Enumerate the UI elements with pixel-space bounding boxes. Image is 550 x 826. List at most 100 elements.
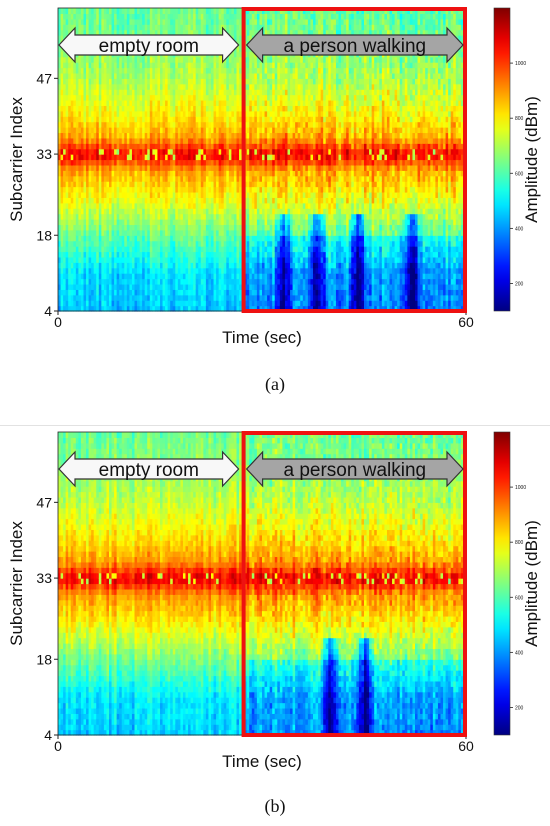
heatmap-cell — [70, 202, 74, 209]
heatmap-cell — [98, 235, 102, 242]
heatmap-cell — [264, 235, 268, 242]
heatmap-cell — [88, 267, 92, 274]
heatmap-cell — [157, 18, 161, 25]
heatmap-cell — [70, 219, 74, 226]
heatmap-cell — [249, 300, 253, 307]
heatmap-cell — [231, 246, 235, 253]
heatmap-cell — [167, 13, 171, 20]
heatmap-cell — [223, 305, 227, 312]
heatmap-cell — [239, 62, 243, 69]
heatmap-cell — [259, 305, 263, 312]
heatmap-cell — [172, 137, 176, 144]
heatmap-cell — [60, 219, 64, 226]
heatmap-cell — [244, 305, 248, 312]
heatmap-cell — [246, 110, 250, 117]
heatmap-cell — [154, 78, 159, 85]
heatmap-cell — [182, 148, 187, 155]
heatmap-cell — [264, 143, 268, 150]
heatmap-cell — [119, 246, 123, 253]
heatmap-cell — [111, 8, 115, 15]
heatmap-cell — [137, 8, 141, 15]
heatmap-cell — [236, 267, 240, 274]
heatmap-cell — [269, 219, 273, 226]
heatmap-cell — [162, 127, 166, 134]
heatmap-cell — [137, 24, 141, 31]
heatmap-cell — [272, 18, 276, 25]
heatmap-cell — [78, 132, 82, 139]
heatmap-cell — [129, 240, 133, 247]
heatmap-cell — [139, 294, 143, 301]
heatmap-cell — [124, 219, 128, 226]
heatmap-cell — [58, 116, 62, 123]
heatmap-cell — [75, 191, 79, 198]
heatmap-cell — [68, 289, 72, 296]
heatmap-cell — [200, 273, 204, 280]
heatmap-cell — [111, 137, 115, 144]
heatmap-cell — [175, 148, 179, 155]
heatmap-cell — [139, 8, 143, 15]
heatmap-cell — [83, 235, 87, 242]
heatmap-cell — [86, 202, 90, 209]
heatmap-cell — [205, 219, 210, 226]
heatmap-cell — [75, 67, 79, 74]
heatmap-cell — [172, 13, 176, 20]
heatmap-cell — [109, 29, 113, 36]
heatmap-cell — [190, 83, 194, 90]
heatmap-cell — [60, 67, 64, 74]
heatmap-cell — [119, 181, 123, 188]
heatmap-cell — [116, 105, 120, 112]
heatmap-cell — [282, 164, 286, 171]
heatmap-cell — [231, 294, 235, 301]
heatmap-cell — [216, 67, 220, 74]
heatmap-cell — [231, 18, 235, 25]
heatmap-cell — [131, 24, 136, 31]
heatmap-cell — [200, 164, 204, 171]
heatmap-cell — [75, 300, 79, 307]
heatmap-cell — [231, 235, 235, 242]
heatmap-cell — [172, 229, 176, 236]
heatmap-cell — [213, 181, 217, 188]
heatmap-cell — [160, 89, 164, 96]
heatmap-cell — [272, 219, 276, 226]
heatmap-cell — [78, 240, 82, 247]
heatmap-cell — [244, 262, 248, 269]
heatmap-cell — [78, 62, 82, 69]
heatmap-cell — [262, 181, 266, 188]
heatmap-cell — [80, 181, 85, 188]
heatmap-cell — [149, 191, 153, 198]
heatmap-cell — [60, 51, 64, 58]
heatmap-cell — [198, 67, 202, 74]
heatmap-cell — [106, 240, 110, 247]
heatmap-cell — [80, 219, 85, 226]
heatmap-cell — [226, 278, 230, 285]
heatmap-cell — [68, 175, 72, 182]
heatmap-cell — [124, 246, 128, 253]
heatmap-cell — [282, 224, 286, 231]
heatmap-cell — [262, 191, 266, 198]
heatmap-cell — [231, 29, 235, 36]
heatmap-cell — [75, 89, 79, 96]
heatmap-cell — [98, 143, 102, 150]
heatmap-cell — [264, 67, 268, 74]
heatmap-cell — [139, 235, 143, 242]
heatmap-cell — [58, 240, 62, 247]
heatmap-cell — [190, 300, 194, 307]
heatmap-cell — [58, 105, 62, 112]
heatmap-cell — [254, 181, 258, 188]
heatmap-cell — [233, 35, 238, 42]
heatmap-cell — [218, 94, 222, 101]
heatmap-cell — [137, 148, 141, 155]
heatmap-cell — [109, 213, 113, 220]
heatmap-cell — [216, 256, 220, 263]
heatmap-cell — [131, 246, 136, 253]
heatmap-cell — [180, 56, 184, 63]
heatmap-cell — [226, 251, 230, 258]
heatmap-cell — [80, 235, 85, 242]
heatmap-cell — [284, 283, 289, 290]
heatmap-cell — [58, 62, 62, 69]
heatmap-cell — [137, 56, 141, 63]
heatmap-cell — [129, 137, 133, 144]
heatmap-cell — [119, 175, 123, 182]
heatmap-cell — [114, 99, 118, 106]
heatmap-cell — [65, 56, 69, 63]
